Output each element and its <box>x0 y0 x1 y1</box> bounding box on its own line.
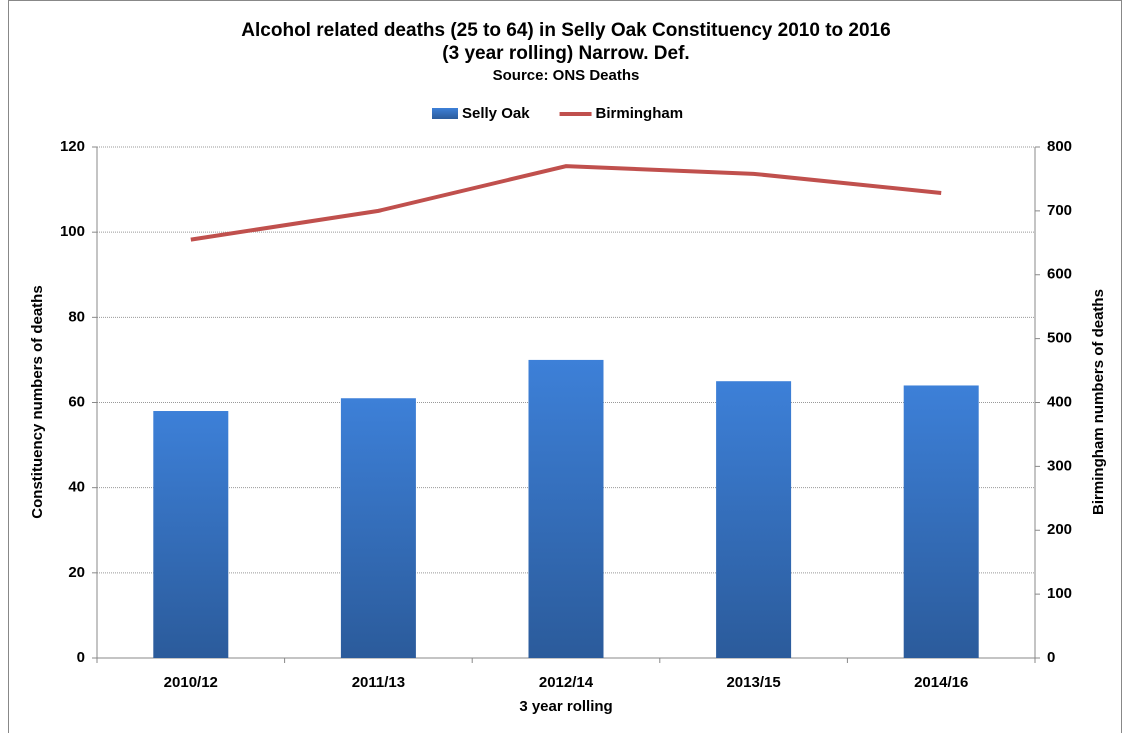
chart-title: Alcohol related deaths (25 to 64) in Sel… <box>241 20 890 41</box>
bar <box>340 398 416 658</box>
y-tick-label: 60 <box>68 393 85 410</box>
x-tick-label: 2013/15 <box>726 674 780 691</box>
y2-tick-label: 500 <box>1047 330 1072 347</box>
x-axis-label: 3 year rolling <box>519 698 612 715</box>
x-tick-label: 2012/14 <box>539 674 594 691</box>
bar <box>153 411 229 658</box>
x-tick-label: 2011/13 <box>352 674 405 691</box>
y2-tick-label: 400 <box>1047 393 1072 410</box>
y2-axis-label: Birmingham numbers of deaths <box>1090 289 1107 515</box>
y-tick-label: 0 <box>77 649 85 666</box>
y-tick-label: 120 <box>60 138 85 155</box>
legend-swatch <box>432 108 458 119</box>
x-tick-label: 2014/16 <box>914 674 968 691</box>
bar <box>716 381 792 658</box>
y-tick-label: 80 <box>68 308 85 325</box>
bar <box>528 359 604 658</box>
y2-tick-label: 100 <box>1047 585 1072 602</box>
chart-title: (3 year rolling) Narrow. Def. <box>442 43 689 64</box>
y-tick-label: 20 <box>68 564 85 581</box>
legend-label: Birmingham <box>596 105 684 122</box>
y-axis-label: Constituency numbers of deaths <box>29 285 46 518</box>
x-tick-label: 2010/12 <box>164 674 218 691</box>
y-tick-label: 40 <box>68 479 85 496</box>
chart-frame <box>8 0 1122 733</box>
y2-tick-label: 800 <box>1047 138 1072 155</box>
y2-tick-label: 300 <box>1047 457 1072 474</box>
y2-tick-label: 200 <box>1047 521 1072 538</box>
chart-subtitle: Source: ONS Deaths <box>493 67 640 84</box>
y-tick-label: 100 <box>60 223 85 240</box>
y2-tick-label: 0 <box>1047 649 1055 666</box>
legend-label: Selly Oak <box>462 105 530 122</box>
y2-tick-label: 600 <box>1047 266 1072 283</box>
y2-tick-label: 700 <box>1047 202 1072 219</box>
bar <box>903 385 979 658</box>
line <box>190 164 942 242</box>
